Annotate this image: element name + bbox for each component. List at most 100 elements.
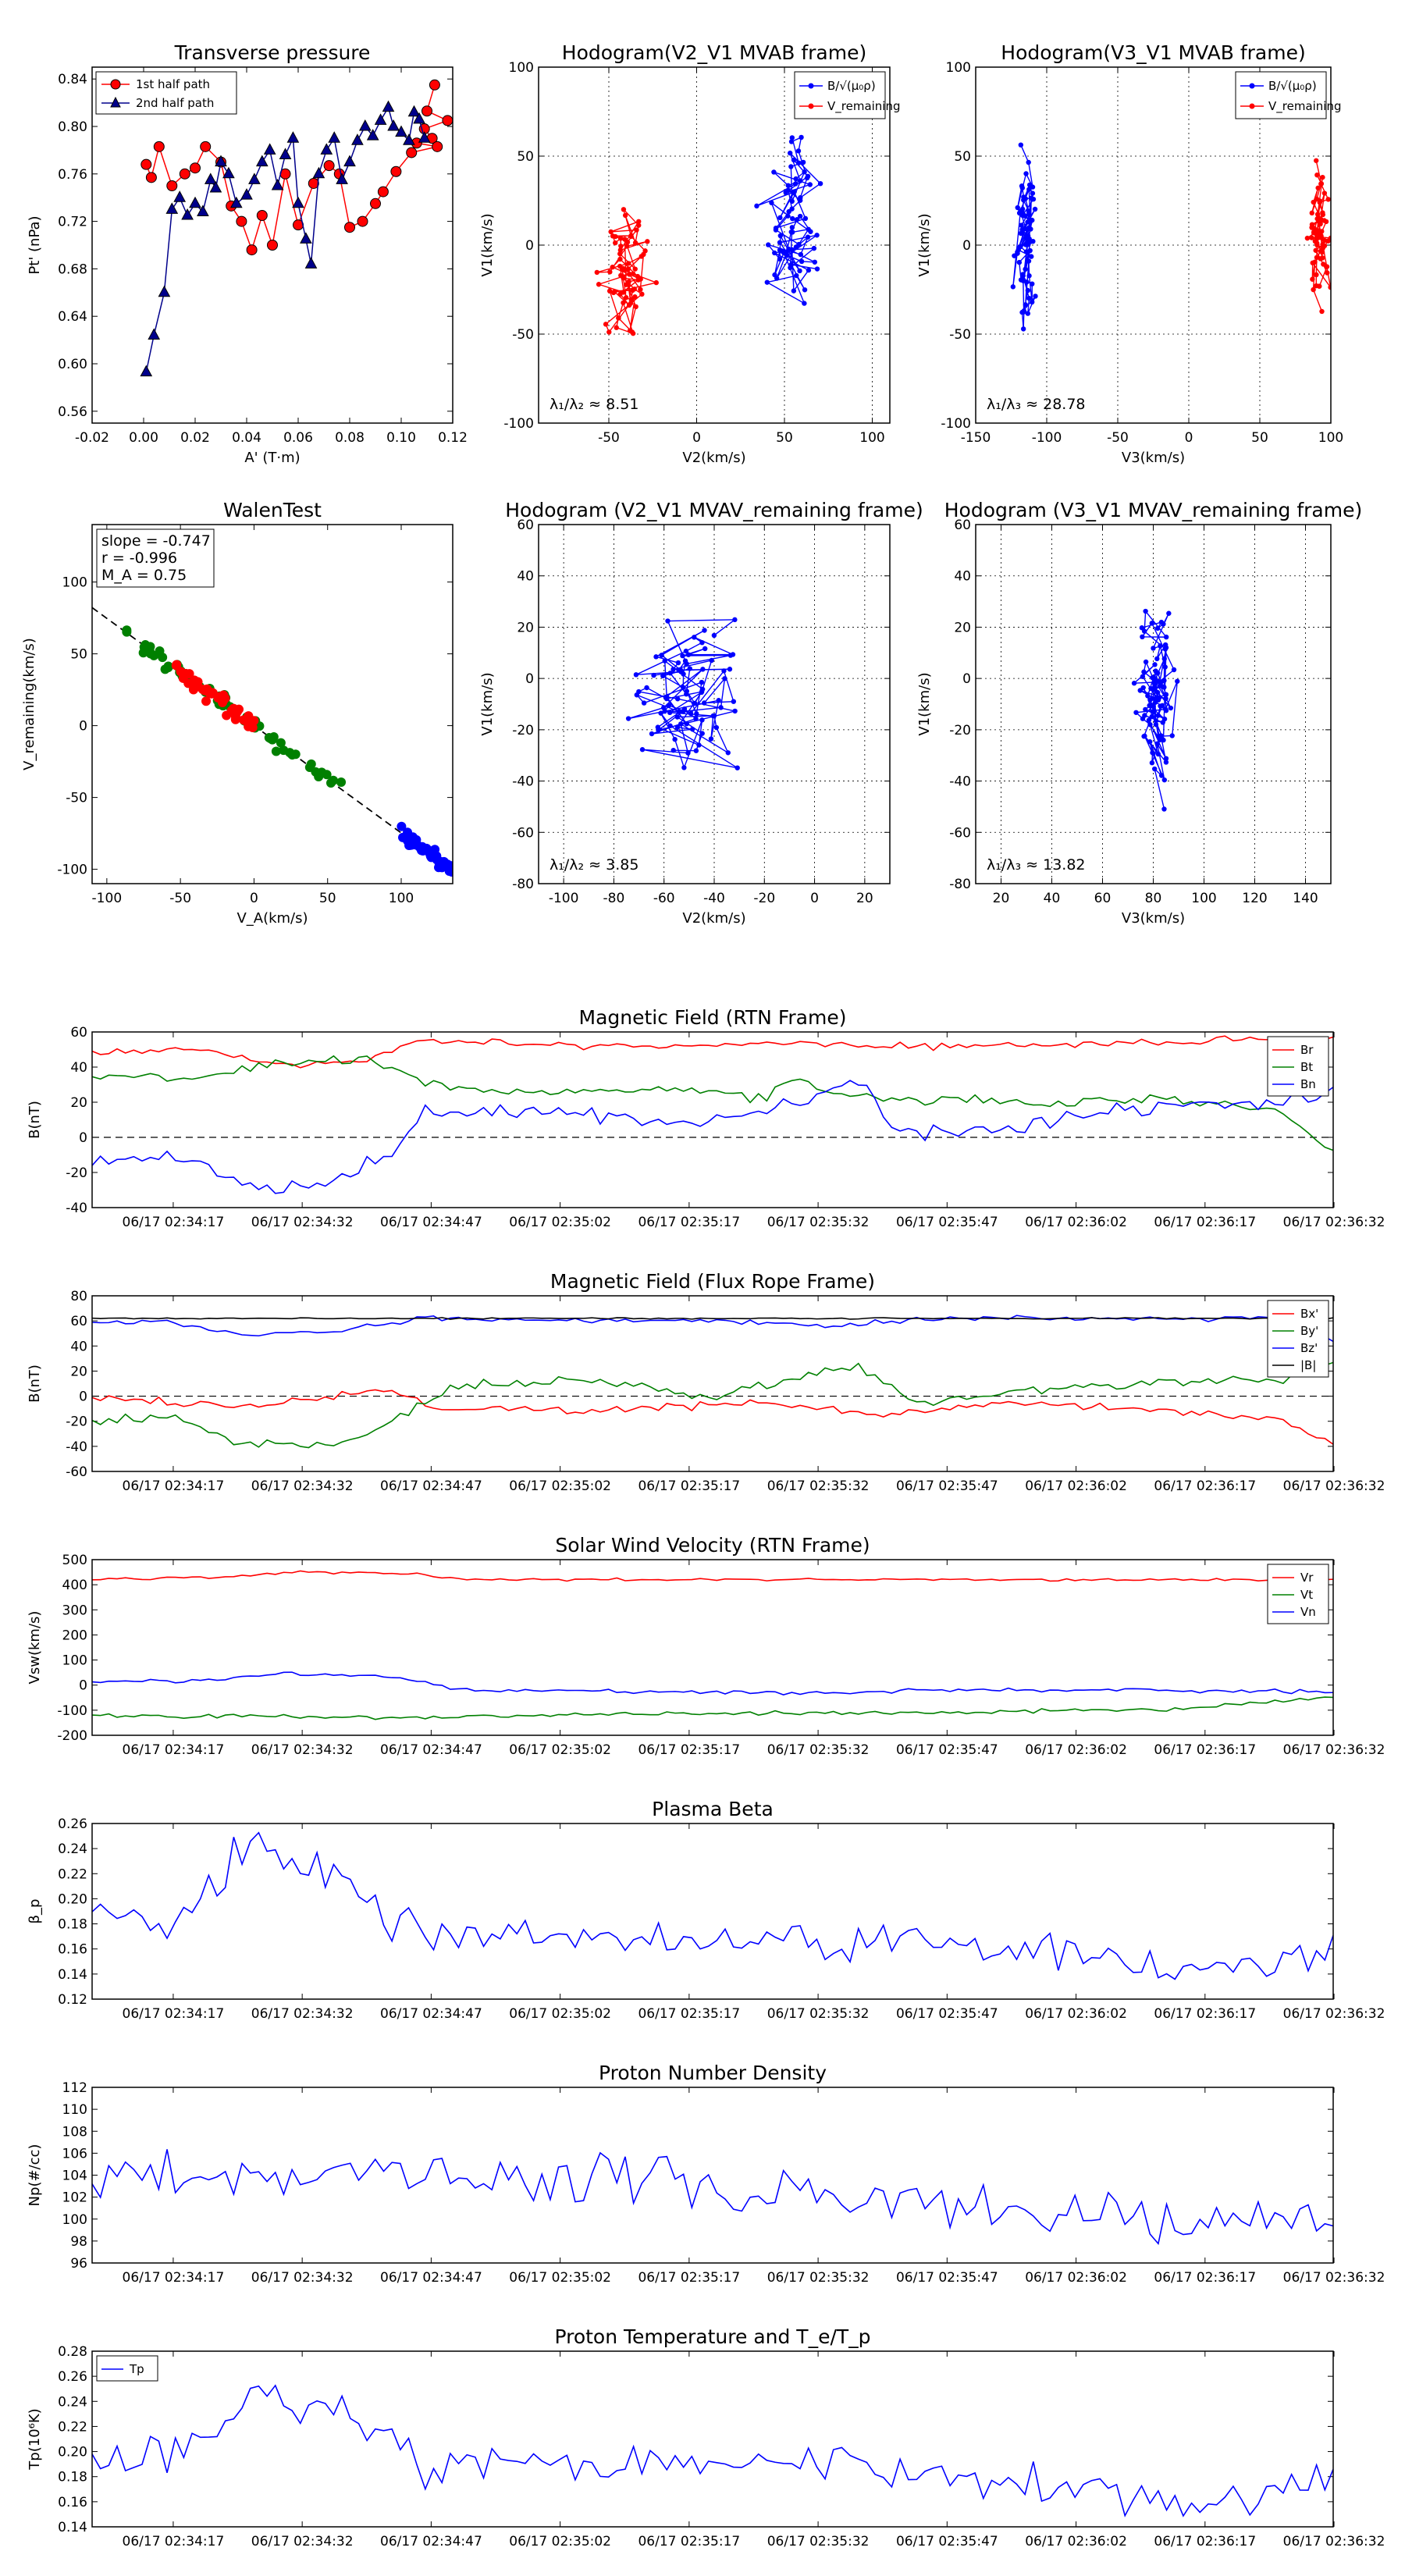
series-line-3 bbox=[92, 1671, 1333, 1696]
y-tick-label: 0.24 bbox=[58, 2394, 87, 2410]
data-point bbox=[806, 267, 812, 273]
x-tick-label: 06/17 02:34:47 bbox=[380, 2270, 482, 2286]
x-tick-label: 50 bbox=[776, 430, 793, 446]
data-point bbox=[617, 251, 623, 257]
data-point bbox=[1137, 688, 1143, 693]
y-axis-label: Tp(10⁶K) bbox=[27, 2408, 43, 2470]
series-line-3 bbox=[92, 1080, 1333, 1194]
data-point bbox=[1021, 309, 1026, 315]
data-point bbox=[1017, 244, 1023, 250]
y-tick-label: 500 bbox=[62, 1553, 87, 1568]
data-point bbox=[692, 635, 697, 640]
data-point bbox=[1328, 284, 1331, 290]
data-point bbox=[1152, 662, 1158, 667]
data-point bbox=[789, 229, 795, 235]
data-point bbox=[1019, 206, 1026, 212]
x-axis-label: V_A(km/s) bbox=[237, 910, 308, 927]
data-point bbox=[1141, 669, 1147, 674]
plot-frame bbox=[91, 1295, 1334, 1472]
x-tick-label: -40 bbox=[703, 891, 725, 906]
x-tick-label: 0 bbox=[810, 891, 819, 906]
x-tick-label: 06/17 02:35:47 bbox=[896, 2534, 998, 2549]
data-point bbox=[1314, 240, 1320, 246]
data-point bbox=[645, 239, 650, 244]
data-point bbox=[798, 178, 803, 183]
data-point bbox=[1153, 668, 1158, 674]
data-point bbox=[699, 688, 705, 695]
data-point bbox=[1153, 721, 1159, 728]
x-tick-label: 0.12 bbox=[438, 430, 468, 446]
data-point bbox=[608, 229, 614, 235]
x-axis-label: V3(km/s) bbox=[1122, 910, 1185, 927]
data-point bbox=[1154, 656, 1160, 662]
data-point bbox=[603, 322, 609, 327]
data-point bbox=[140, 158, 152, 170]
data-point bbox=[754, 203, 759, 209]
x-tick-label: 06/17 02:34:17 bbox=[123, 1478, 225, 1494]
data-point bbox=[627, 328, 633, 333]
data-point bbox=[638, 254, 644, 259]
y-tick-label: 0 bbox=[79, 1389, 87, 1405]
data-point bbox=[1158, 703, 1163, 709]
data-point bbox=[718, 705, 724, 710]
y-tick-label: -20 bbox=[949, 723, 971, 738]
x-tick-label: 06/17 02:36:32 bbox=[1283, 1215, 1385, 1230]
x-tick-label: 06/17 02:35:32 bbox=[767, 2534, 870, 2549]
y-tick-label: 100 bbox=[946, 60, 971, 76]
x-axis-label: A' (T·m) bbox=[244, 450, 300, 466]
data-point bbox=[1161, 777, 1168, 783]
data-point bbox=[1145, 693, 1151, 699]
data-point bbox=[649, 731, 655, 737]
data-point bbox=[1026, 187, 1032, 192]
data-point bbox=[613, 240, 618, 246]
y-tick-label: -50 bbox=[66, 791, 87, 806]
x-tick-label: 06/17 02:35:47 bbox=[896, 1215, 998, 1230]
data-point bbox=[678, 721, 684, 727]
data-point bbox=[623, 282, 629, 287]
data-point bbox=[799, 258, 805, 265]
data-point bbox=[614, 325, 619, 330]
data-point bbox=[618, 272, 624, 279]
y-tick-label: 20 bbox=[954, 620, 971, 635]
data-point bbox=[688, 710, 694, 717]
data-point bbox=[208, 688, 218, 698]
data-point bbox=[788, 164, 794, 169]
x-tick-label: 06/17 02:35:17 bbox=[638, 1478, 740, 1494]
data-point bbox=[766, 242, 771, 247]
data-point bbox=[1158, 679, 1164, 685]
x-tick-label: 06/17 02:35:17 bbox=[638, 1215, 740, 1230]
data-point bbox=[639, 291, 645, 297]
y-tick-label: 0.64 bbox=[58, 309, 87, 325]
data-point bbox=[700, 667, 706, 672]
data-point bbox=[790, 215, 795, 222]
chart-title: Hodogram (V2_V1 MVAV_remaining frame) bbox=[505, 499, 923, 521]
legend-label: V_remaining bbox=[1268, 99, 1342, 114]
legend-label: B/√(μ₀ρ) bbox=[827, 79, 876, 93]
data-point bbox=[780, 248, 785, 254]
data-point bbox=[304, 257, 318, 269]
data-point bbox=[1147, 697, 1153, 703]
x-tick-label: 06/17 02:35:02 bbox=[509, 1215, 611, 1230]
data-point bbox=[322, 770, 332, 780]
data-point bbox=[314, 772, 324, 782]
data-point bbox=[676, 709, 682, 714]
data-point bbox=[1319, 308, 1325, 315]
data-point bbox=[622, 212, 628, 219]
data-point bbox=[413, 840, 423, 850]
data-point bbox=[1309, 235, 1314, 240]
data-point bbox=[197, 205, 209, 216]
data-point bbox=[772, 250, 777, 256]
series-line-2 bbox=[92, 1696, 1333, 1720]
data-point bbox=[699, 731, 705, 736]
series-line-1 bbox=[92, 2384, 1333, 2517]
data-point bbox=[636, 222, 642, 228]
plot-frame bbox=[91, 2350, 1334, 2528]
y-tick-label: -200 bbox=[57, 1728, 87, 1744]
data-point bbox=[1030, 299, 1035, 305]
data-point bbox=[651, 672, 656, 678]
x-tick-label: 50 bbox=[319, 891, 336, 906]
series-group bbox=[140, 79, 453, 377]
data-point bbox=[1142, 713, 1147, 718]
y-tick-label: 0.16 bbox=[58, 1942, 87, 1958]
plot-frame bbox=[538, 524, 891, 884]
